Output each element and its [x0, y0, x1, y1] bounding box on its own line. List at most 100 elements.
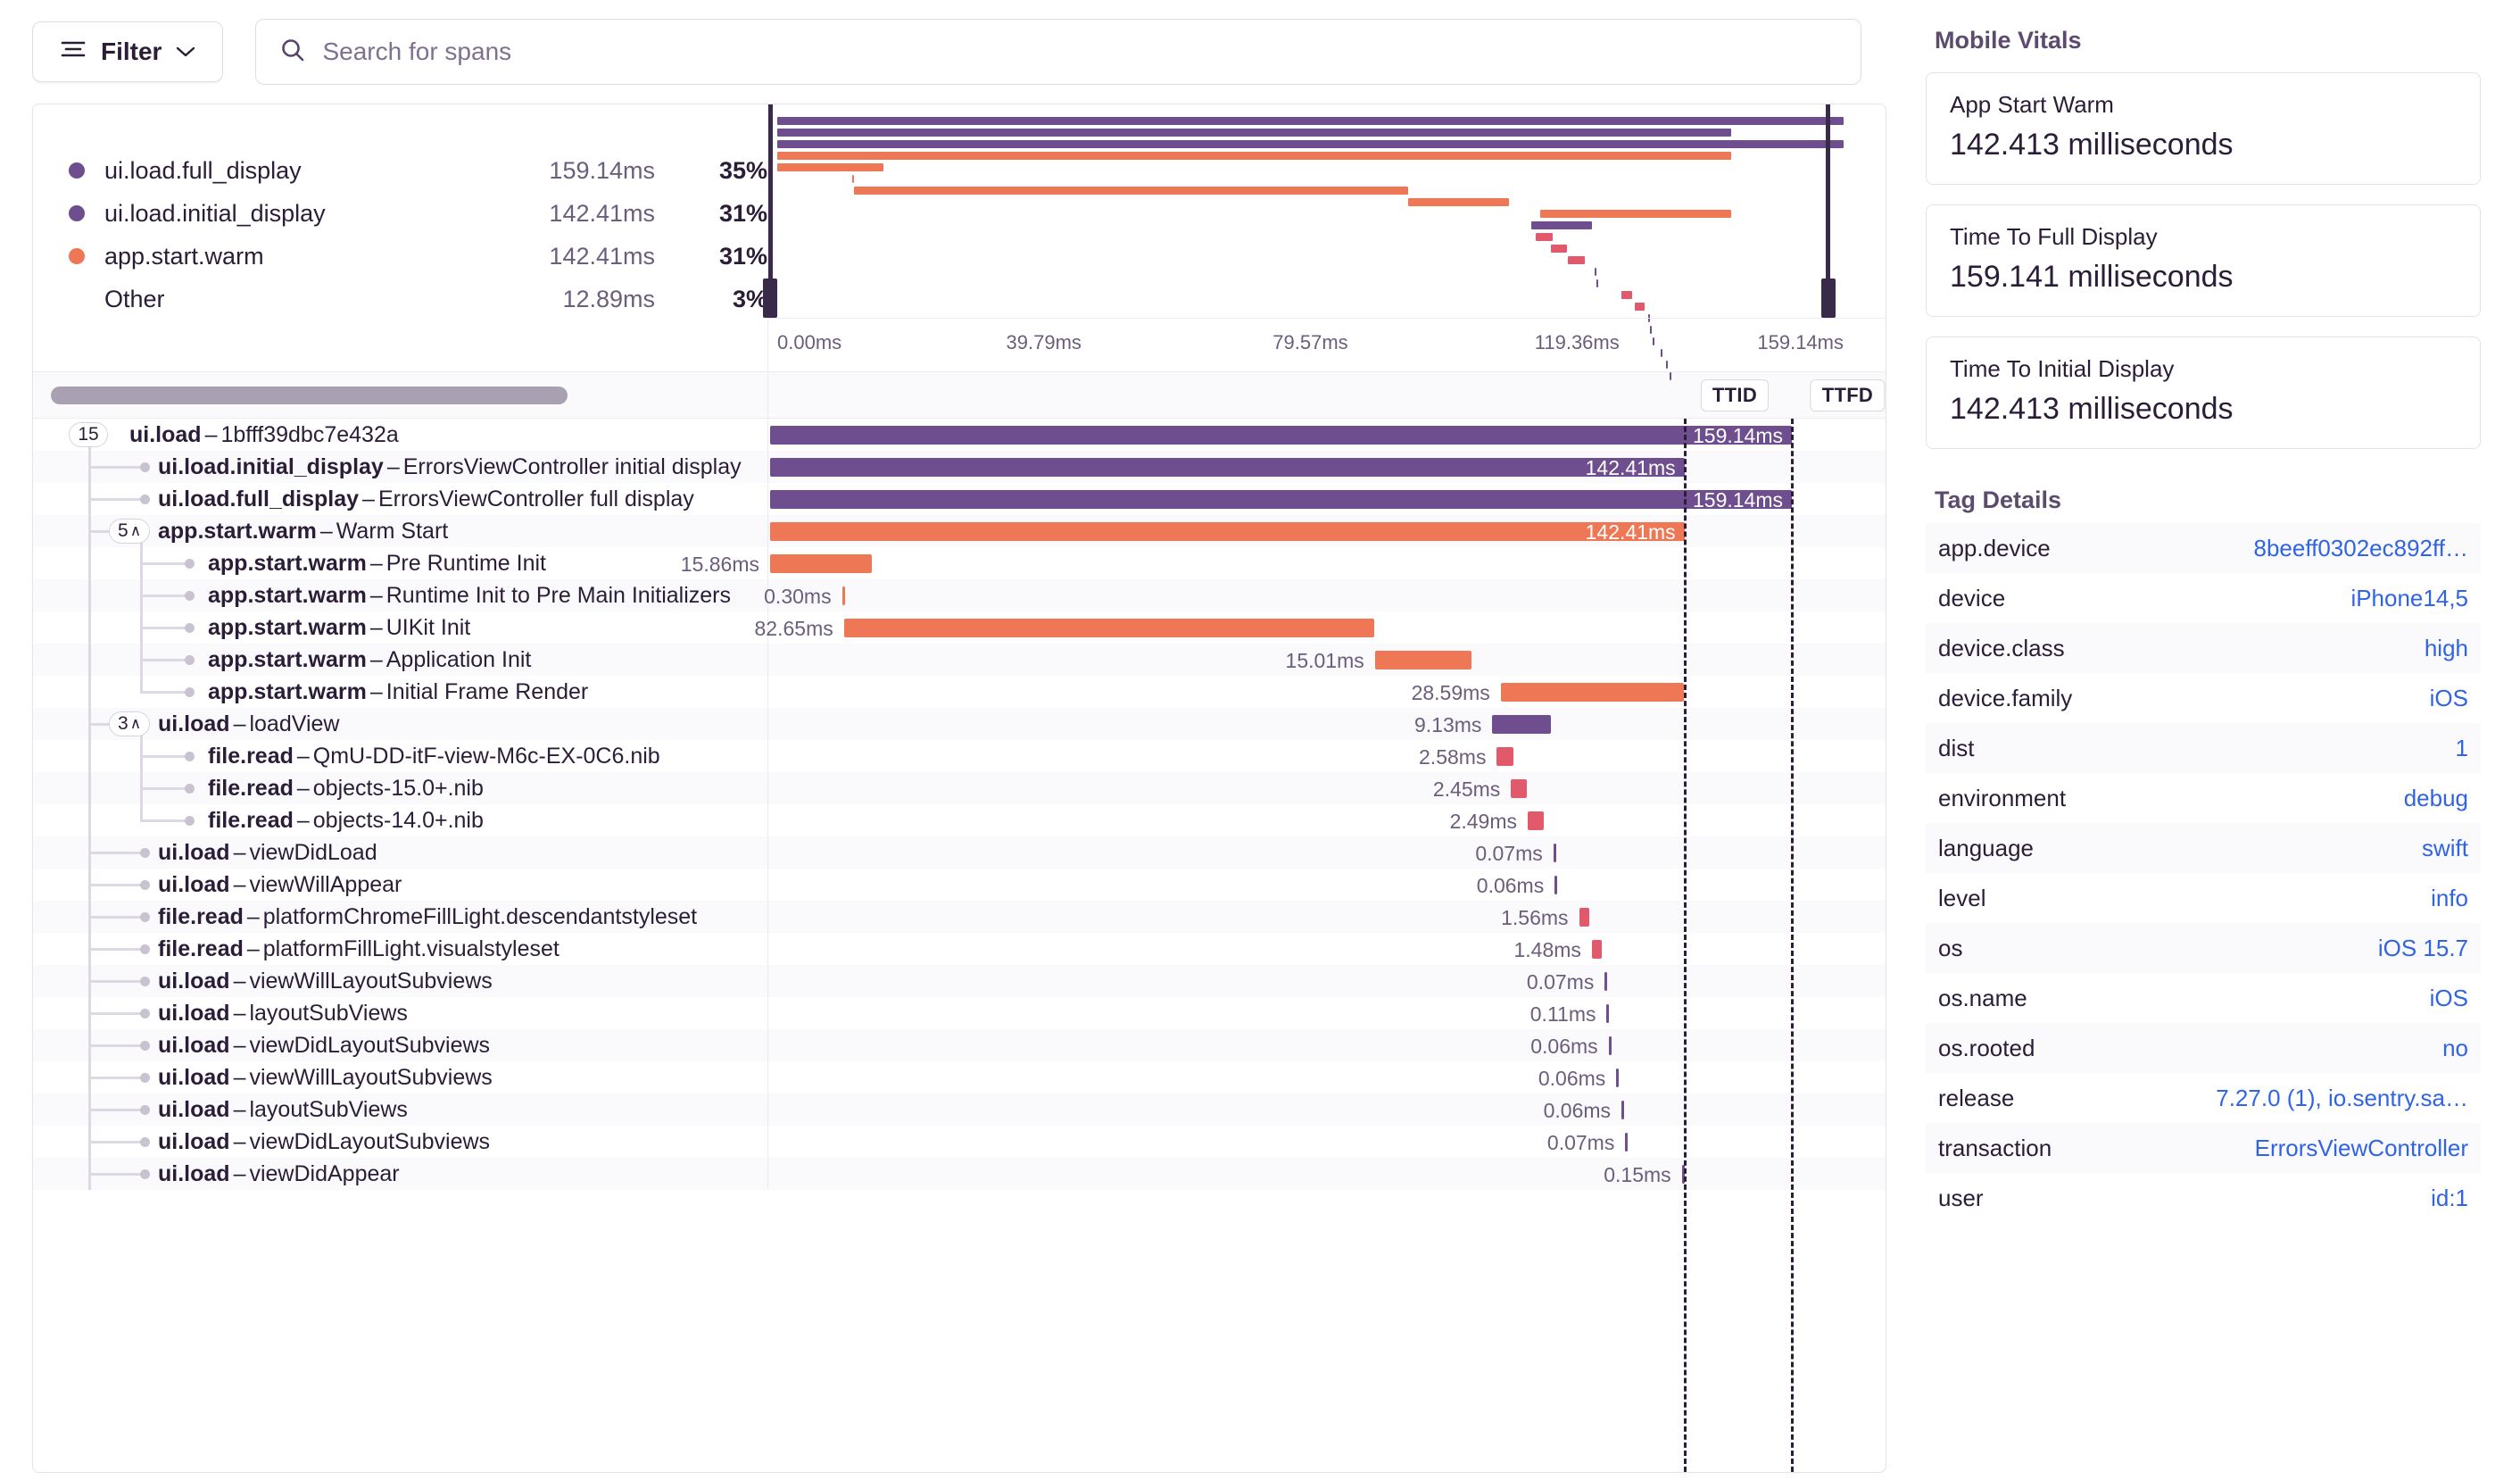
span-bar[interactable] — [1496, 747, 1514, 766]
span-row-bar-cell[interactable]: 0.15ms — [767, 1158, 1886, 1190]
span-row-label-cell[interactable]: ui.load – viewWillLayoutSubviews — [33, 949, 767, 997]
span-row-label-cell[interactable]: ui.load – layoutSubViews — [33, 981, 767, 1029]
span-row-label-cell[interactable]: app.start.warm – Pre Runtime Init — [33, 531, 767, 579]
span-row-label-cell[interactable]: file.read – objects-14.0+.nib — [33, 788, 767, 836]
span-bar[interactable] — [1528, 811, 1544, 830]
span-row[interactable]: 3 ∧ ui.load – loadView 9.13ms — [33, 692, 1886, 740]
span-bar[interactable] — [770, 490, 1792, 509]
span-row-label-cell[interactable]: 15 ui.load –1bfff39dbc7e432a — [33, 419, 767, 451]
span-bar[interactable] — [1492, 715, 1552, 734]
span-row-label-cell[interactable]: file.read – platformFillLight.visualstyles… — [33, 917, 767, 965]
span-row[interactable]: app.start.warm – Initial Frame Render 28.59… — [33, 660, 1886, 708]
span-row[interactable]: file.read – objects-14.0+.nib 2.49ms — [33, 788, 1886, 836]
span-row[interactable]: ui.load.full_display – ErrorsViewControlle… — [33, 467, 1886, 515]
tag-value[interactable]: debug — [2403, 784, 2468, 811]
span-row[interactable]: 15 ui.load –1bfff39dbc7e432a 159.14ms — [33, 419, 1886, 451]
span-row-bar-cell[interactable]: 142.41ms — [767, 451, 1886, 483]
span-bar[interactable] — [1500, 683, 1685, 702]
span-row-bar-cell[interactable]: 0.07ms — [767, 1126, 1886, 1158]
span-row[interactable]: app.start.warm – Application Init 15.01ms — [33, 628, 1886, 676]
scrollbar-track[interactable] — [51, 386, 750, 404]
span-row[interactable]: ui.load – layoutSubViews 0.11ms — [33, 981, 1886, 1029]
span-bar[interactable] — [1608, 1036, 1612, 1055]
span-row[interactable]: ui.load.initial_display – ErrorsViewContro… — [33, 435, 1886, 483]
tag-value[interactable]: high — [2424, 634, 2468, 661]
span-row-label-cell[interactable]: app.start.warm – Runtime Init to Pre Main … — [33, 563, 767, 611]
span-row[interactable]: ui.load – viewWillLayoutSubviews 0.07ms — [33, 949, 1886, 997]
span-row-label-cell[interactable]: ui.load.initial_display – ErrorsViewContro… — [33, 435, 767, 483]
tag-value[interactable]: iOS 15.7 — [2377, 934, 2468, 961]
span-row-label-cell[interactable]: ui.load – viewDidLayoutSubviews — [33, 1110, 767, 1158]
span-row-bar-cell[interactable]: 1.56ms — [767, 901, 1886, 933]
span-row-bar-cell[interactable]: 0.06ms — [767, 1061, 1886, 1093]
span-row[interactable]: ui.load – viewDidLoad 0.07ms — [33, 820, 1886, 869]
span-row[interactable]: file.read – QmU-DD-itF-view-M6c-EX-0C6.nib… — [33, 724, 1886, 772]
span-row-bar-cell[interactable]: 0.07ms — [767, 836, 1886, 869]
tag-value[interactable]: 7.27.0 (1), io.sentry.sa… — [2216, 1084, 2468, 1111]
span-row[interactable]: app.start.warm – UIKit Init 82.65ms — [33, 595, 1886, 644]
span-bar[interactable] — [1621, 1101, 1625, 1119]
span-bar[interactable] — [770, 458, 1685, 477]
span-row-bar-cell[interactable]: 15.86ms — [681, 547, 1886, 579]
span-row-label-cell[interactable]: file.read – QmU-DD-itF-view-M6c-EX-0C6.nib — [33, 724, 767, 772]
tag-value[interactable]: 8beeff0302ec892ff… — [2253, 534, 2468, 561]
span-bar[interactable] — [1553, 844, 1556, 862]
span-row[interactable]: file.read – platformChromeFillLight.descen… — [33, 885, 1886, 933]
span-row-bar-cell[interactable]: 9.13ms — [767, 708, 1886, 740]
child-count-badge[interactable]: 15 — [69, 422, 108, 447]
tag-value[interactable]: info — [2431, 884, 2468, 911]
tag-value[interactable]: iOS — [2429, 684, 2468, 711]
span-row-label-cell[interactable]: file.read – platformChromeFillLight.descen… — [33, 885, 767, 933]
span-bar[interactable] — [1606, 1004, 1610, 1023]
span-row-bar-cell[interactable]: 15.01ms — [767, 644, 1886, 676]
span-bar[interactable] — [770, 554, 873, 573]
span-bar[interactable] — [1579, 908, 1589, 927]
span-row-bar-cell[interactable]: 0.06ms — [767, 1029, 1886, 1061]
span-bar[interactable] — [1554, 876, 1558, 894]
span-bar[interactable] — [841, 586, 845, 605]
tag-value[interactable]: 1 — [2455, 734, 2468, 761]
span-row[interactable]: app.start.warm – Runtime Init to Pre Main … — [33, 563, 1886, 611]
span-row-bar-cell[interactable]: 1.48ms — [767, 933, 1886, 965]
span-bar[interactable] — [1625, 1133, 1629, 1152]
span-row-label-cell[interactable]: ui.load.full_display – ErrorsViewControlle… — [33, 467, 767, 515]
span-row-bar-cell[interactable]: 159.14ms — [767, 483, 1886, 515]
span-row-label-cell[interactable]: file.read – objects-15.0+.nib — [33, 756, 767, 804]
ttid-marker[interactable]: TTID — [1700, 379, 1770, 412]
span-row[interactable]: ui.load – viewDidLayoutSubviews 0.06ms — [33, 1013, 1886, 1061]
span-row-label-cell[interactable]: ui.load – viewWillAppear — [33, 852, 767, 901]
span-row-bar-cell[interactable]: 0.30ms — [764, 579, 1886, 611]
tag-value[interactable]: swift — [2422, 834, 2468, 861]
minimap-right-handle[interactable] — [1821, 279, 1836, 318]
minimap-left-handle[interactable] — [763, 279, 777, 318]
span-row[interactable]: ui.load – viewDidLayoutSubviews 0.07ms — [33, 1110, 1886, 1158]
tag-value[interactable]: id:1 — [2431, 1184, 2468, 1211]
span-bar[interactable] — [770, 522, 1685, 541]
span-bar[interactable] — [1591, 940, 1602, 959]
horizontal-scrollbar[interactable] — [33, 372, 767, 418]
span-row-bar-cell[interactable]: 0.07ms — [767, 965, 1886, 997]
span-bar[interactable] — [1616, 1068, 1620, 1087]
span-row-bar-cell[interactable]: 2.49ms — [767, 804, 1886, 836]
child-count-badge[interactable]: 5 ∧ — [109, 519, 151, 544]
span-bar[interactable] — [1374, 651, 1471, 669]
span-row-bar-cell[interactable]: 0.11ms — [767, 997, 1886, 1029]
span-row[interactable]: ui.load – viewWillLayoutSubviews 0.06ms — [33, 1045, 1886, 1093]
span-row-bar-cell[interactable]: 28.59ms — [767, 676, 1886, 708]
tag-value[interactable]: no — [2442, 1034, 2468, 1061]
span-bar[interactable] — [1604, 972, 1608, 991]
span-row-label-cell[interactable]: app.start.warm – Application Init — [33, 628, 767, 676]
span-row-label-cell[interactable]: app.start.warm – UIKit Init — [33, 595, 767, 644]
span-row-label-cell[interactable]: ui.load – viewWillLayoutSubviews — [33, 1045, 767, 1093]
span-row-bar-cell[interactable]: 159.14ms — [767, 419, 1886, 451]
tag-value[interactable]: ErrorsViewController — [2254, 1134, 2468, 1161]
span-bar[interactable] — [1511, 779, 1527, 798]
span-row[interactable]: file.read – objects-15.0+.nib 2.45ms — [33, 756, 1886, 804]
child-count-badge[interactable]: 3 ∧ — [109, 711, 151, 736]
span-row[interactable]: ui.load – viewWillAppear 0.06ms — [33, 852, 1886, 901]
span-row-label-cell[interactable]: ui.load – layoutSubViews — [33, 1077, 767, 1126]
span-row[interactable]: file.read – platformFillLight.visualstyles… — [33, 917, 1886, 965]
span-row-bar-cell[interactable]: 142.41ms — [767, 515, 1886, 547]
span-row-label-cell[interactable]: 5 ∧ app.start.warm – Warm Start — [33, 499, 767, 547]
filter-button[interactable]: Filter — [32, 21, 224, 82]
